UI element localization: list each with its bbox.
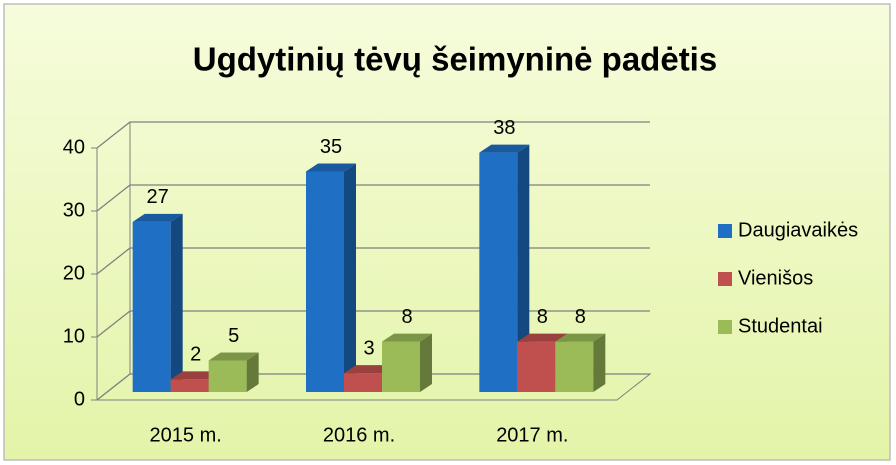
- y-tick-label: 30: [63, 199, 85, 221]
- bar-side: [593, 333, 606, 392]
- bar-top: [479, 144, 530, 153]
- y-tick-label: 20: [63, 262, 85, 284]
- legend-marker: [718, 272, 732, 286]
- grid-line: [96, 121, 650, 149]
- bar-top: [344, 365, 394, 374]
- bar-front: [517, 341, 556, 392]
- bar-top: [170, 371, 221, 380]
- bar-top: [517, 333, 568, 342]
- bar-front: [170, 379, 209, 392]
- data-label: 8: [537, 306, 548, 328]
- data-label: 35: [320, 136, 342, 158]
- bar: [208, 352, 259, 392]
- bar-side: [246, 352, 259, 392]
- bar-front: [344, 373, 382, 392]
- legend-label: Studentai: [738, 315, 823, 337]
- x-tick-label: 2015 m.: [150, 424, 222, 446]
- data-label: 8: [575, 306, 586, 328]
- legend-label: Daugiavaikės: [738, 219, 858, 241]
- x-tick-label: 2017 m.: [496, 424, 568, 446]
- data-label: 5: [228, 325, 239, 347]
- x-tick-label: 2016 m.: [323, 424, 395, 446]
- legend-label: Vienišos: [738, 267, 813, 289]
- bar-side: [170, 213, 183, 392]
- data-label: 2: [190, 344, 201, 366]
- bar: [555, 333, 606, 392]
- y-tick-label: 10: [63, 325, 85, 347]
- bar-front: [306, 171, 344, 392]
- bar-front: [382, 341, 420, 392]
- legend-marker: [718, 224, 732, 238]
- bar-side: [420, 333, 432, 392]
- data-label: 38: [493, 117, 515, 139]
- bar-top: [306, 163, 356, 172]
- bar-top: [132, 213, 183, 222]
- bar-front: [555, 341, 594, 392]
- bar-front: [208, 360, 247, 392]
- grid-line: [96, 184, 650, 212]
- grid-line: [96, 373, 650, 401]
- bar: [382, 333, 432, 392]
- y-tick-label: 40: [63, 136, 85, 158]
- data-label: 8: [401, 306, 412, 328]
- bar-front: [132, 221, 171, 392]
- chart-title: Ugdytinių tėvų šeimyninė padėtis: [193, 41, 717, 78]
- bar-top: [382, 333, 432, 342]
- bar: [306, 163, 356, 392]
- grid-line: [96, 310, 650, 338]
- legend-marker: [718, 320, 732, 334]
- bar-side: [517, 144, 530, 392]
- bar-top: [208, 352, 259, 361]
- grid-line: [96, 247, 650, 275]
- bar: [132, 213, 183, 392]
- data-label: 3: [363, 337, 374, 359]
- bar-front: [479, 152, 518, 392]
- bar-top: [555, 333, 606, 342]
- bar: [479, 144, 530, 392]
- y-tick-label: 0: [74, 388, 85, 410]
- data-label: 27: [147, 186, 169, 208]
- bar-side: [344, 163, 356, 392]
